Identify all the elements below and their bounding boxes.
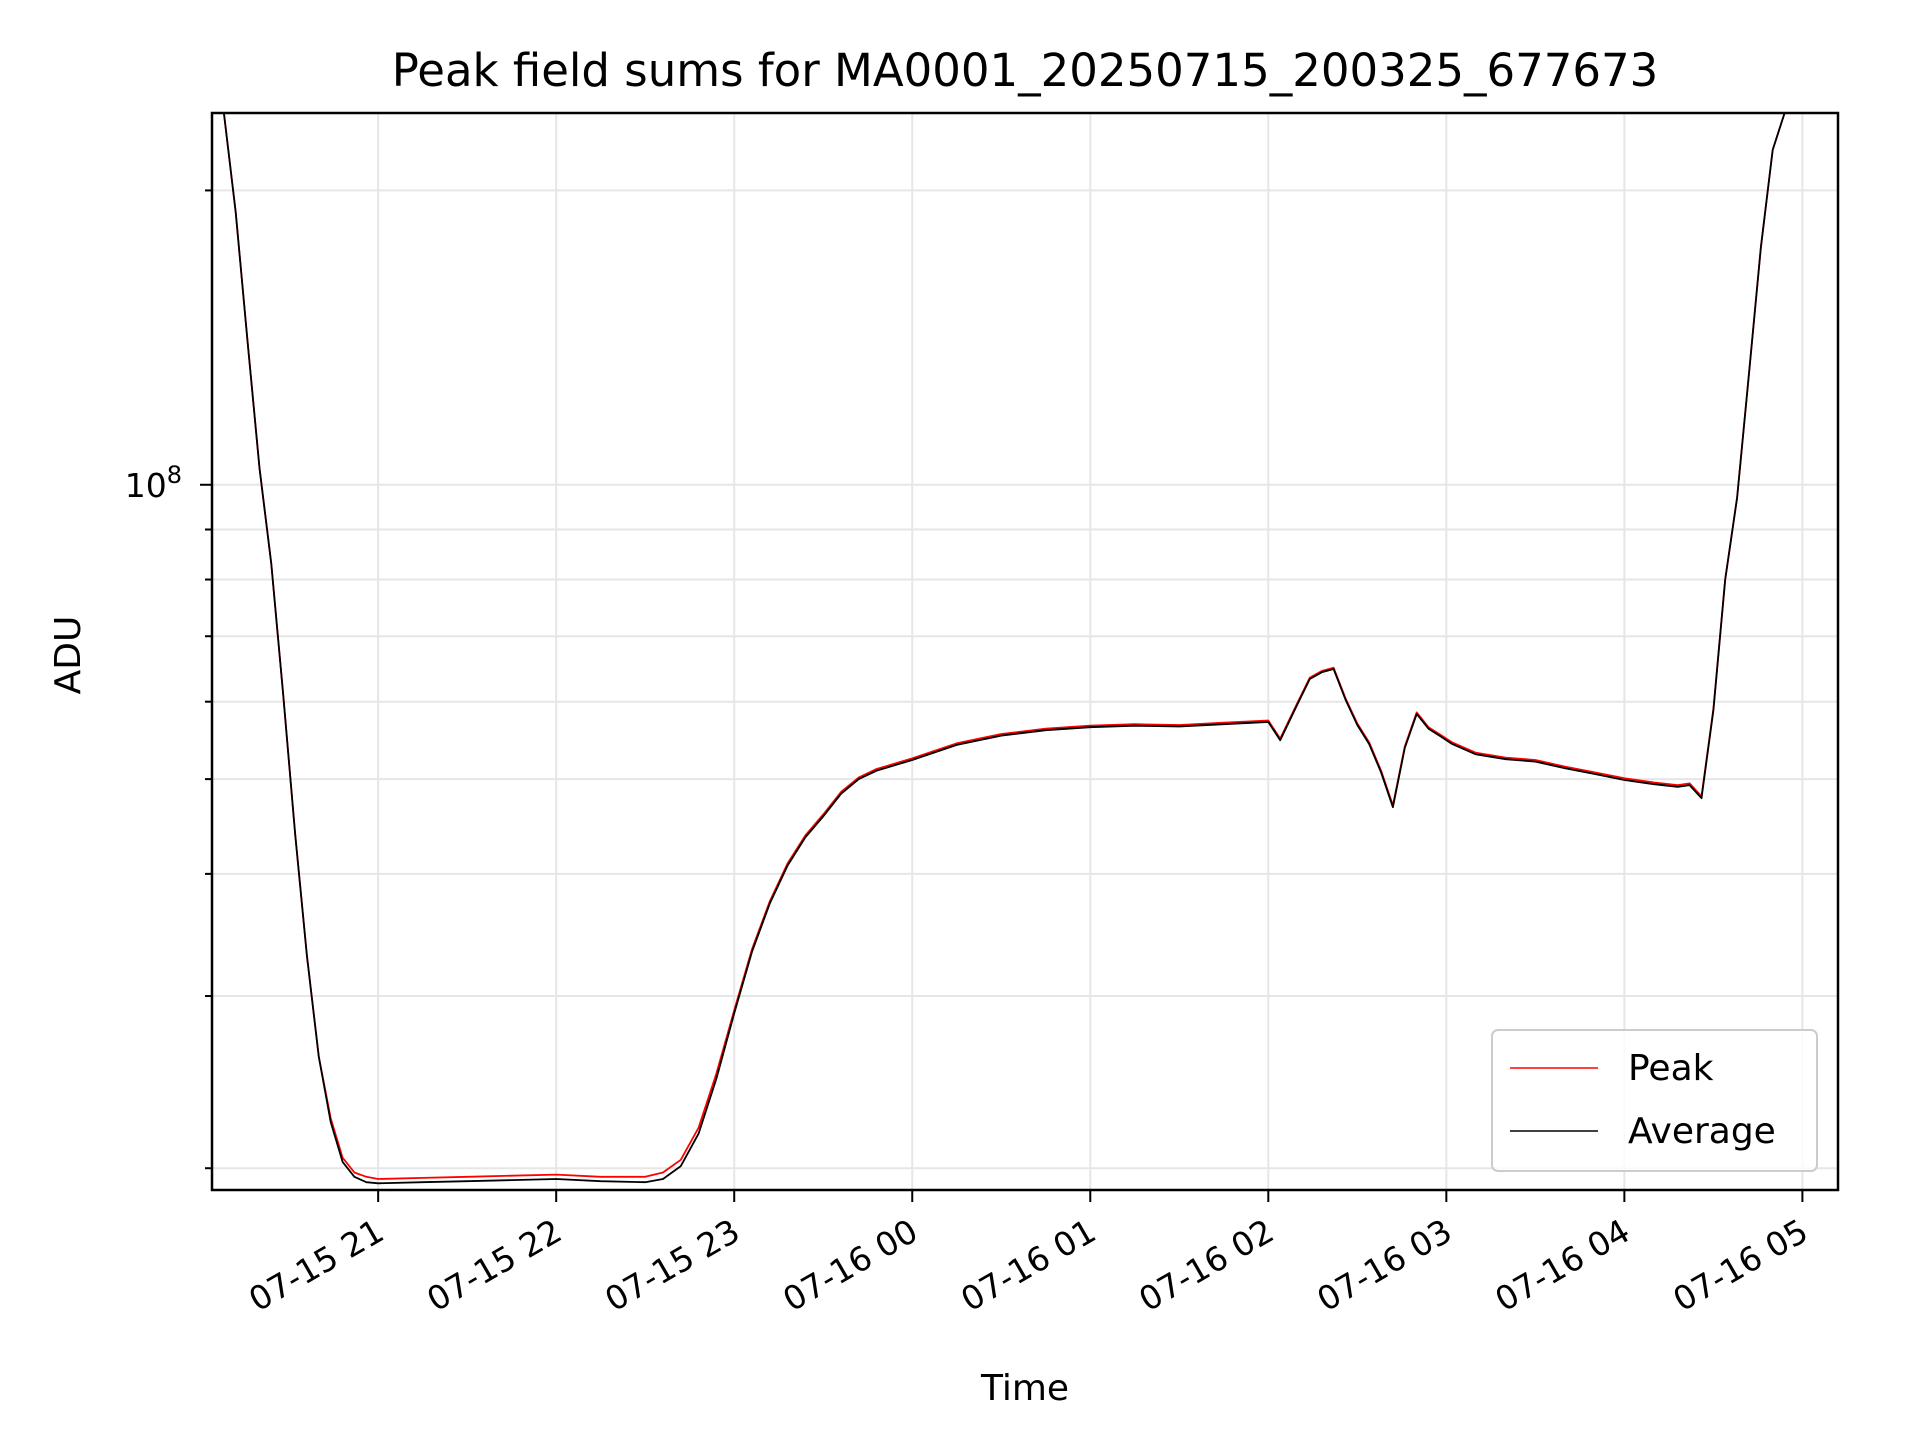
y-tick-label: 108: [125, 461, 182, 505]
series-line-average: [212, 112, 1791, 1185]
plot-frame: [210, 111, 1840, 1192]
series-line-peak: [212, 112, 1791, 1180]
series-layer: [212, 112, 1791, 1185]
legend-box: [1491, 1029, 1818, 1172]
chart-title: Peak field sums for MA0001_20250715_2003…: [392, 44, 1659, 97]
legend-label-average: Average: [1628, 1111, 1776, 1152]
legend: Peak Average: [1491, 1029, 1818, 1172]
y-axis-label: ADU: [48, 616, 89, 695]
x-axis-label: Time: [980, 1368, 1069, 1409]
legend-label-peak: Peak: [1628, 1048, 1714, 1089]
grid: [212, 113, 1838, 1190]
